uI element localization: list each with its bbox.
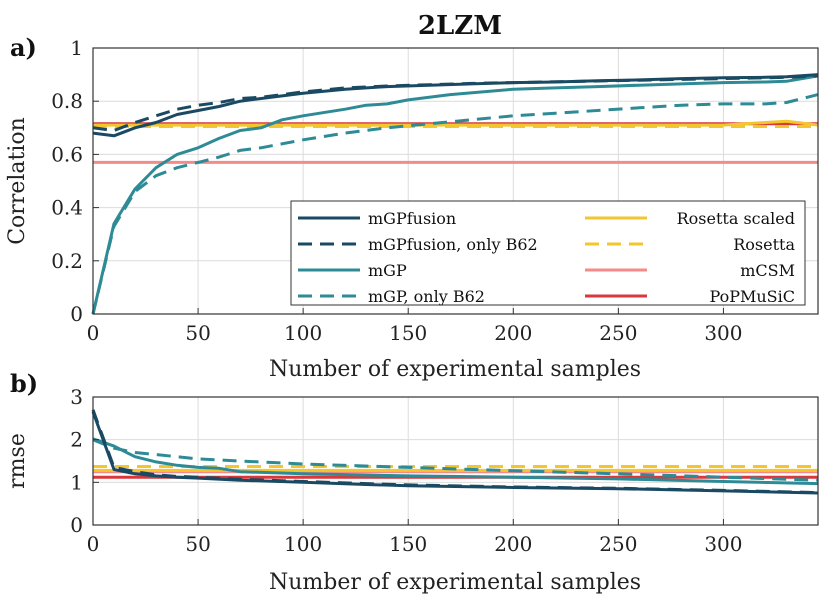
panel-b-ytick-label: 0 — [70, 513, 83, 537]
panel-b-label: b) — [10, 369, 38, 398]
panel-b-ytick-label: 1 — [70, 470, 83, 494]
legend-box — [290, 200, 806, 306]
panel-a-xtick-label: 250 — [599, 321, 637, 345]
panel-b-yticks: 0 1 2 3 — [70, 385, 99, 537]
panel-b-xtick-label: 100 — [284, 532, 322, 556]
panel-a-series-mgp — [91, 74, 819, 315]
panel-b-xtick-label: 250 — [599, 532, 637, 556]
panel-a-legend: mGPfusion mGPfusion, only B62 mGP mGP, only… — [290, 200, 806, 306]
panel-a-xticks: 0 50 100 150 200 250 300 — [87, 308, 743, 345]
panel-b-series-mgp-only-b62 — [92, 438, 819, 482]
panel-b-series-mgpfusion — [91, 411, 819, 495]
panel-a-ytick-label: 0.8 — [51, 89, 83, 113]
panel-b-xtick-label: 0 — [87, 532, 100, 556]
panel-b-series — [91, 409, 819, 495]
panel-b-xtick-label: 300 — [704, 532, 742, 556]
panel-a-ytick-label: 1 — [70, 36, 83, 60]
panel-b-xtick-label: 200 — [494, 532, 532, 556]
figure-title: 2LZM — [418, 11, 502, 41]
legend-entry-label: mGPfusion, only B62 — [368, 235, 538, 254]
panel-a-series-mgpfusion — [92, 73, 819, 138]
panel-b-rmse: b) 0 50 100 150 200 250 300 0 1 2 3 Number of exp… — [5, 369, 819, 595]
panel-a-xtick-label: 50 — [185, 321, 210, 345]
legend-entry-label: mCSM — [740, 261, 795, 280]
panel-b-series-mgp — [92, 437, 819, 486]
panel-a-correlation: a) 0 50 100 150 200 250 300 0 0.2 0.4 0.6 0.8 1 Num… — [5, 33, 819, 382]
legend-entry-label: Rosetta — [733, 235, 795, 254]
panel-b-xtick-label: 50 — [185, 532, 210, 556]
legend-entry-label: PoPMuSiC — [709, 287, 795, 306]
legend-entry-label: mGPfusion — [368, 209, 456, 228]
panel-a-xtick-label: 100 — [284, 321, 322, 345]
panel-b-xticks: 0 50 100 150 200 250 300 — [87, 519, 743, 556]
panel-b-frame — [92, 396, 819, 526]
panel-a-ytick-label: 0.2 — [51, 249, 83, 273]
legend-entry-label: Rosetta scaled — [677, 209, 795, 228]
panel-a-xtick-label: 200 — [494, 321, 532, 345]
panel-a-ytick-label: 0.4 — [51, 196, 83, 220]
panel-a-series — [91, 73, 819, 315]
panel-a-label: a) — [10, 33, 37, 62]
panel-b-xlabel: Number of experimental samples — [269, 570, 641, 595]
panel-a-xtick-label: 300 — [704, 321, 742, 345]
panel-b-xtick-label: 150 — [389, 532, 427, 556]
panel-a-ytick-label: 0 — [70, 302, 83, 326]
panel-a-xtick-label: 0 — [87, 321, 100, 345]
panel-a-ytick-label: 0.6 — [51, 142, 83, 166]
panel-b-ytick-label: 3 — [70, 385, 83, 409]
panel-a-xtick-label: 150 — [389, 321, 427, 345]
panel-b-grid — [92, 396, 818, 526]
panel-a-ylabel: Correlation — [5, 117, 30, 245]
legend-entry-label: mGP, only B62 — [368, 287, 485, 306]
panel-a-frame — [92, 47, 819, 315]
panel-b-ytick-label: 2 — [70, 428, 83, 452]
legend-entry-label: mGP — [368, 261, 407, 280]
panel-a-xlabel: Number of experimental samples — [269, 357, 641, 382]
panel-b-ylabel: rmse — [5, 433, 30, 489]
panel-a-yticks: 0 0.2 0.4 0.6 0.8 1 — [51, 36, 99, 326]
